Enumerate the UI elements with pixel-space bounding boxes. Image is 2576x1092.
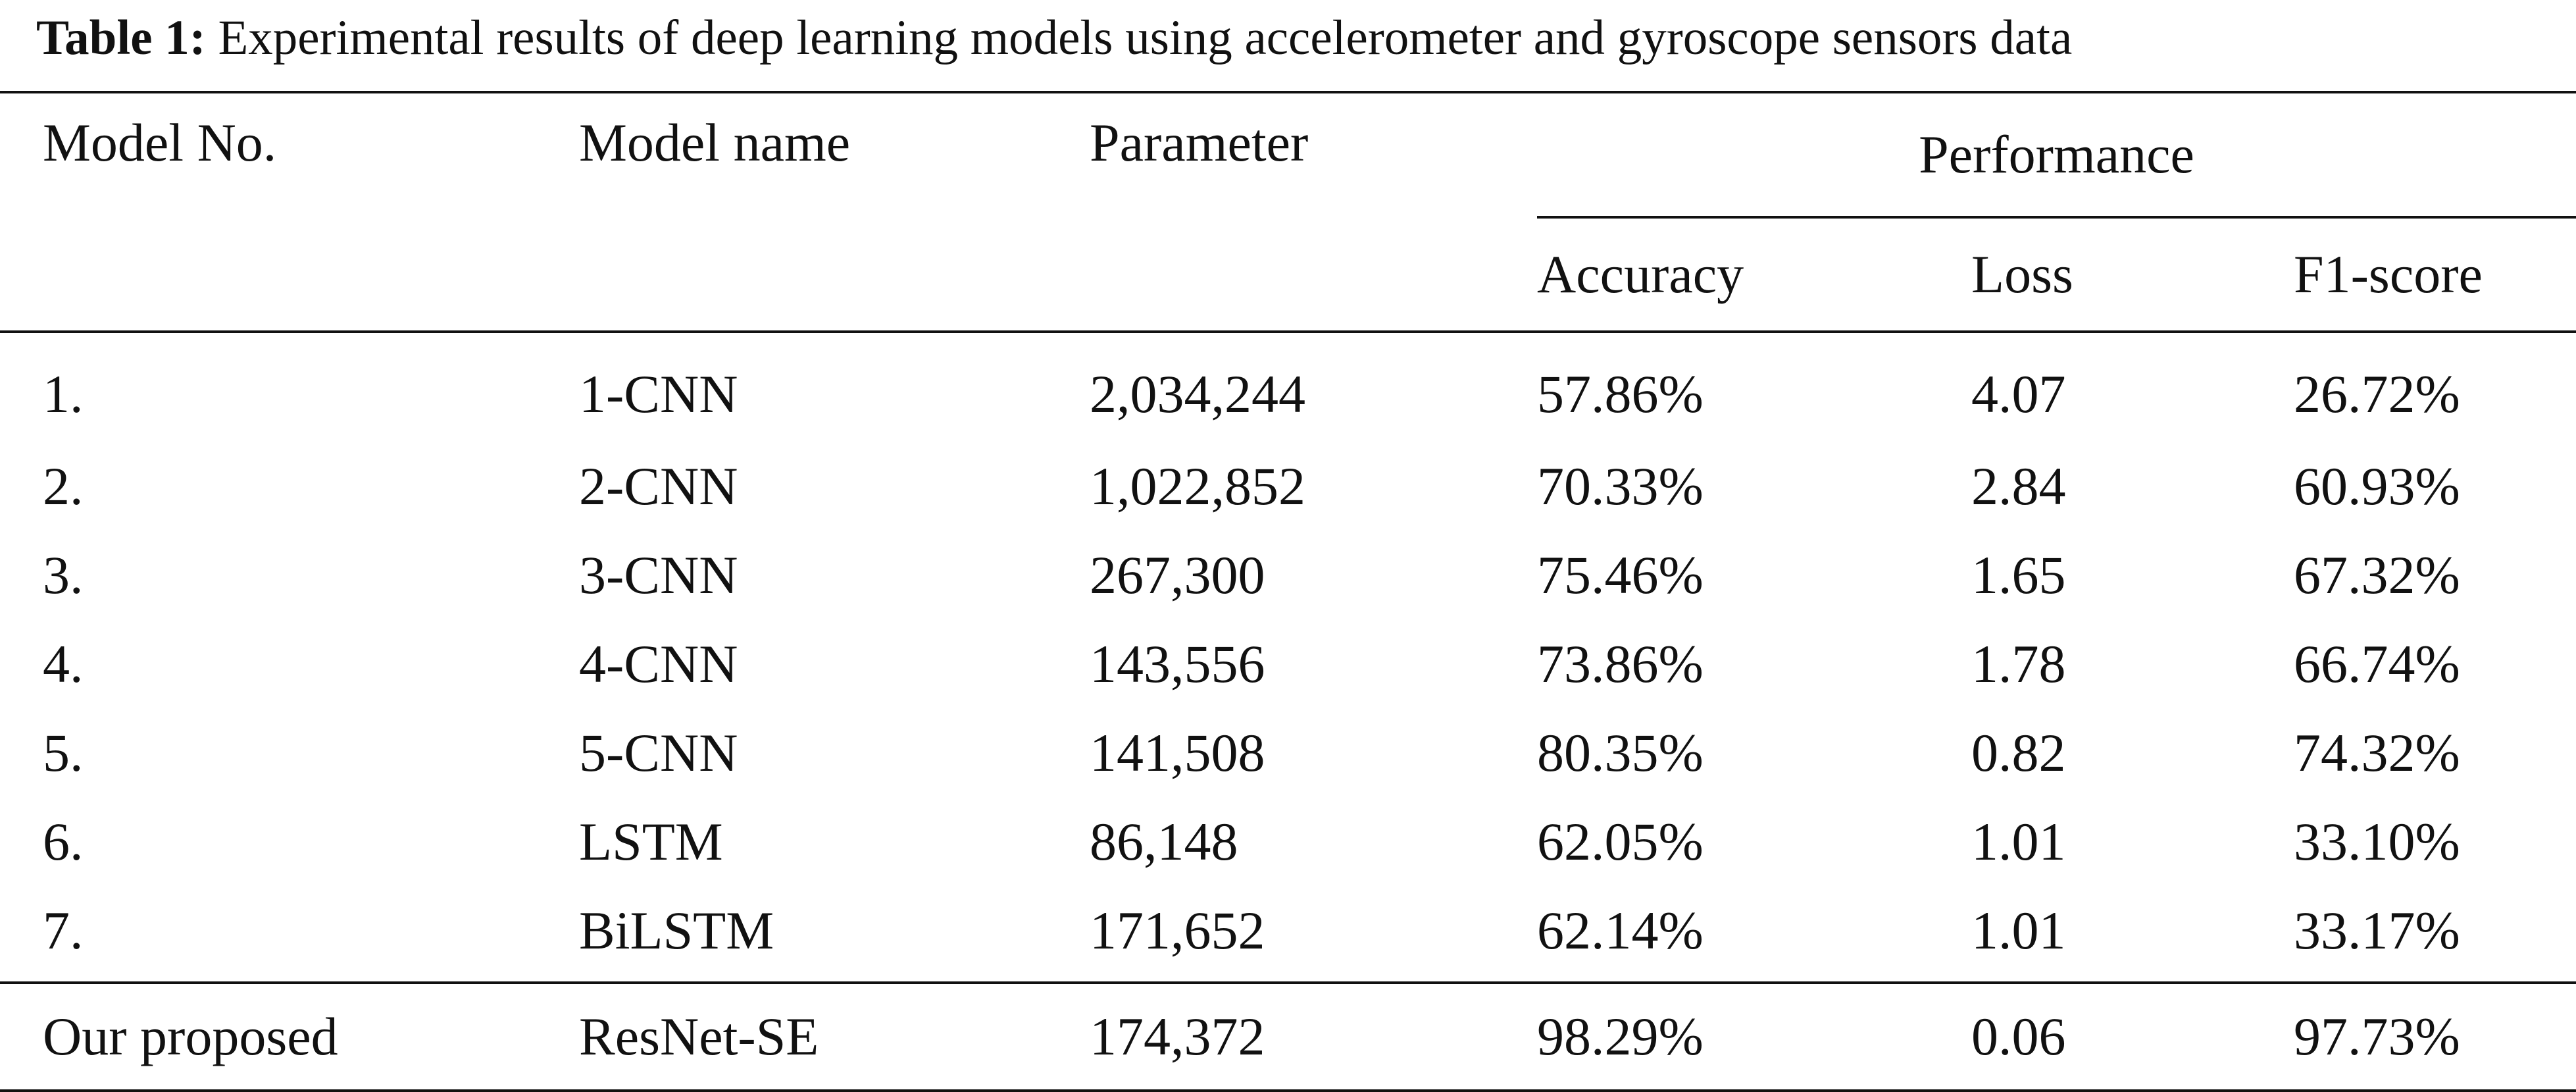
- header-f1-score: F1-score: [2294, 217, 2576, 333]
- cell-model-name: 5-CNN: [579, 722, 738, 783]
- cell-loss: 1.65: [1971, 544, 2066, 605]
- cell-model-no: 5.: [43, 722, 84, 783]
- header-parameter: Parameter: [1090, 91, 1537, 217]
- table-body: 1. 1-CNN 2,034,244 57.86% 4.07 26.72% 2.…: [0, 332, 2576, 1092]
- cell-f1-score: 26.72%: [2294, 363, 2460, 424]
- cell-f1-score: 33.10%: [2294, 811, 2460, 871]
- cell-accuracy: 75.46%: [1537, 544, 1704, 605]
- table-row: 2. 2-CNN 1,022,852 70.33% 2.84 60.93%: [0, 442, 2576, 531]
- table-row: 3. 3-CNN 267,300 75.46% 1.65 67.32%: [0, 531, 2576, 619]
- cell-model-name: ResNet-SE: [579, 981, 1090, 1092]
- page: Table 1: Experimental results of deep le…: [0, 5, 2576, 1092]
- cell-loss: 1.01: [1971, 900, 2066, 960]
- cell-parameter: 1,022,852: [1090, 455, 1305, 516]
- header-performance: Performance: [1537, 91, 2576, 219]
- cell-loss: 1.01: [1971, 811, 2066, 871]
- cell-accuracy: 98.29%: [1537, 981, 1971, 1092]
- table-row: 1. 1-CNN 2,034,244 57.86% 4.07 26.72%: [0, 332, 2576, 442]
- header-loss: Loss: [1971, 217, 2294, 333]
- proposed-model-row: Our proposed ResNet-SE 174,372 98.29% 0.…: [0, 981, 2576, 1092]
- cell-model-no: 2.: [43, 455, 84, 516]
- results-table: Model No. Model name Parameter Performan…: [0, 91, 2576, 1092]
- cell-model-name: 1-CNN: [579, 363, 738, 424]
- cell-loss: 0.06: [1971, 981, 2294, 1092]
- cell-parameter: 174,372: [1090, 981, 1537, 1092]
- cell-model-no: 7.: [43, 900, 84, 960]
- cell-accuracy: 62.05%: [1537, 811, 1704, 871]
- cell-model-name: BiLSTM: [579, 900, 774, 960]
- table-row: 5. 5-CNN 141,508 80.35% 0.82 74.32%: [0, 708, 2576, 797]
- cell-accuracy: 73.86%: [1537, 633, 1704, 694]
- table-row: 4. 4-CNN 143,556 73.86% 1.78 66.74%: [0, 619, 2576, 708]
- cell-model-name: 4-CNN: [579, 633, 738, 694]
- cell-f1-score: 74.32%: [2294, 722, 2460, 783]
- cell-loss: 0.82: [1971, 722, 2066, 783]
- cell-model-no: Our proposed: [0, 981, 579, 1092]
- table-caption: Table 1: Experimental results of deep le…: [36, 5, 2072, 71]
- header-model-name: Model name: [579, 91, 1090, 217]
- table-row: 7. BiLSTM 171,652 62.14% 1.01 33.17%: [0, 886, 2576, 983]
- cell-f1-score: 67.32%: [2294, 544, 2460, 605]
- cell-parameter: 267,300: [1090, 544, 1265, 605]
- cell-model-no: 6.: [43, 811, 84, 871]
- cell-parameter: 141,508: [1090, 722, 1265, 783]
- cell-parameter: 171,652: [1090, 900, 1265, 960]
- cell-model-no: 1.: [43, 363, 84, 424]
- cell-f1-score: 66.74%: [2294, 633, 2460, 694]
- cell-loss: 1.78: [1971, 633, 2066, 694]
- cell-accuracy: 62.14%: [1537, 900, 1704, 960]
- cell-loss: 4.07: [1971, 363, 2066, 424]
- cell-model-no: 4.: [43, 633, 84, 694]
- cell-accuracy: 80.35%: [1537, 722, 1704, 783]
- cell-f1-score: 33.17%: [2294, 900, 2460, 960]
- cell-parameter: 143,556: [1090, 633, 1265, 694]
- table-header: Model No. Model name Parameter Performan…: [0, 91, 2576, 333]
- cell-parameter: 86,148: [1090, 811, 1238, 871]
- cell-model-name: 3-CNN: [579, 544, 738, 605]
- table-row: 6. LSTM 86,148 62.05% 1.01 33.10%: [0, 797, 2576, 886]
- caption-text: Experimental results of deep learning mo…: [218, 11, 2073, 65]
- cell-model-no: 3.: [43, 544, 84, 605]
- cell-f1-score: 97.73%: [2294, 981, 2576, 1092]
- header-model-no: Model No.: [0, 91, 579, 217]
- cell-f1-score: 60.93%: [2294, 455, 2460, 516]
- cell-loss: 2.84: [1971, 455, 2066, 516]
- cell-accuracy: 57.86%: [1537, 363, 1704, 424]
- header-accuracy: Accuracy: [1537, 217, 1971, 333]
- cell-accuracy: 70.33%: [1537, 455, 1704, 516]
- cell-parameter: 2,034,244: [1090, 363, 1305, 424]
- caption-label: Table 1:: [36, 11, 206, 65]
- cell-model-name: 2-CNN: [579, 455, 738, 516]
- cell-model-name: LSTM: [579, 811, 723, 871]
